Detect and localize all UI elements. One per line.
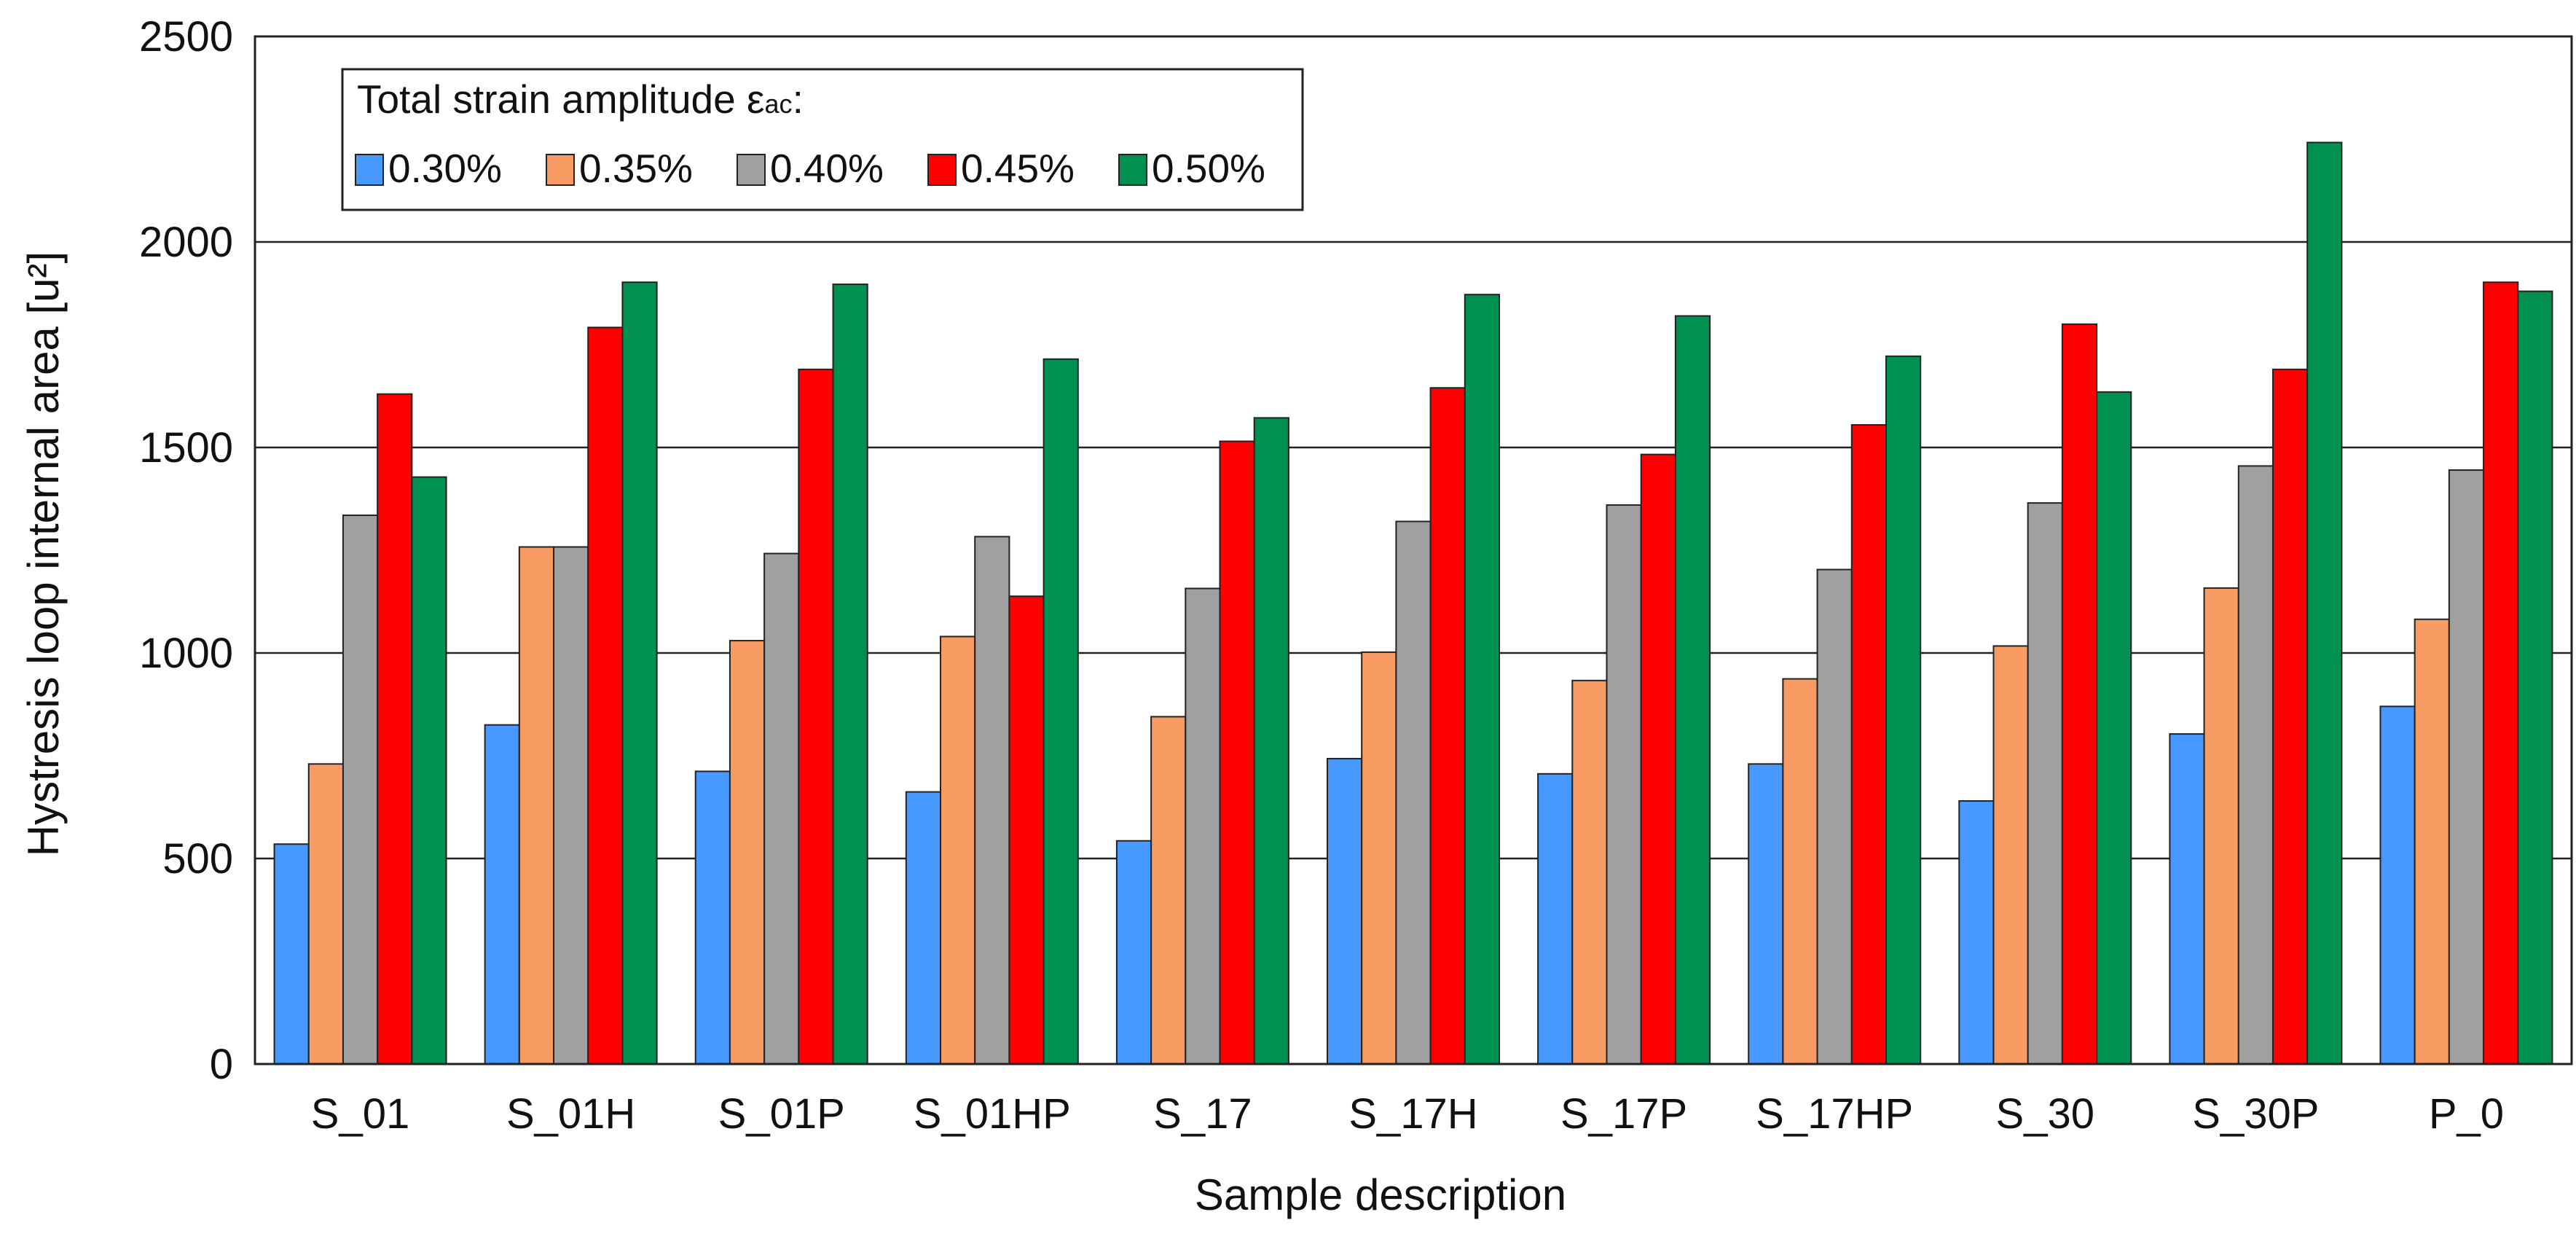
bar-S_30-0.40%: [2027, 502, 2063, 1065]
bar-P_0-0.45%: [2483, 281, 2519, 1065]
bar-S_17-0.40%: [1185, 587, 1221, 1065]
bar-S_17P-0.40%: [1606, 504, 1642, 1065]
bar-S_01HP-0.45%: [1008, 595, 1045, 1065]
legend-title-main: Total strain amplitude: [357, 77, 747, 122]
legend-label-0.45%: 0.45%: [961, 146, 1075, 191]
y-tick-labels: 0 500 1000 1500 2000 2500: [139, 13, 233, 1088]
bar-S_01HP-0.40%: [974, 536, 1010, 1065]
bar-S_01P-0.30%: [694, 770, 731, 1065]
bar-S_17-0.50%: [1253, 417, 1289, 1065]
bar-S_01-0.40%: [342, 515, 379, 1065]
bar-S_17H-0.35%: [1361, 651, 1397, 1065]
bar-P_0-0.50%: [2517, 290, 2553, 1065]
bar-S_30-0.30%: [1958, 800, 1995, 1065]
bar-S_30P-0.45%: [2271, 368, 2309, 1065]
bar-S_01P-0.40%: [763, 552, 800, 1065]
x-tick-label: S_01: [311, 1090, 409, 1138]
bar-S_30P-0.50%: [2306, 141, 2343, 1065]
bar-S_17P-0.50%: [1674, 315, 1711, 1065]
bar-S_01H-0.45%: [587, 326, 624, 1065]
x-tick-label: P_0: [2429, 1090, 2504, 1138]
bar-S_17P-0.45%: [1640, 453, 1676, 1065]
legend-title: Total strain amplitude εac:: [357, 77, 804, 122]
legend-swatch-0.30%: [355, 154, 384, 186]
legend: Total strain amplitude εac: 0.30% 0.35% 0.…: [341, 68, 1304, 211]
bar-P_0-0.30%: [2379, 705, 2416, 1065]
x-axis-title: Sample description: [1195, 1170, 1566, 1219]
legend-swatch-0.50%: [1118, 154, 1147, 186]
bar-S_17H-0.30%: [1327, 757, 1363, 1065]
legend-swatch-0.35%: [546, 154, 575, 186]
bar-S_01P-0.45%: [798, 368, 834, 1065]
bar-S_17H-0.45%: [1429, 387, 1466, 1065]
bar-S_30P-0.35%: [2203, 587, 2239, 1065]
bar-S_17HP-0.40%: [1816, 568, 1853, 1065]
bar-S_01-0.30%: [273, 843, 310, 1065]
y-axis-title: Hystresis loop internal area [u²]: [19, 251, 68, 856]
bar-S_17H-0.40%: [1395, 520, 1432, 1065]
bar-layer: [273, 141, 2553, 1065]
legend-label-0.35%: 0.35%: [579, 146, 693, 191]
legend-label-0.50%: 0.50%: [1152, 146, 1265, 191]
x-tick-label: S_17P: [1560, 1090, 1687, 1138]
y-tick-label: 2000: [139, 219, 233, 266]
bar-S_17HP-0.50%: [1885, 355, 1922, 1065]
bar-S_01HP-0.35%: [940, 635, 976, 1065]
bar-S_30-0.35%: [1992, 645, 2029, 1065]
legend-title-symbol: ε: [747, 77, 765, 122]
legend-label-0.30%: 0.30%: [388, 146, 502, 191]
bar-P_0-0.35%: [2414, 618, 2450, 1065]
bar-P_0-0.40%: [2448, 469, 2485, 1065]
bar-S_17P-0.30%: [1537, 772, 1574, 1065]
x-tick-label: S_30: [1996, 1090, 2094, 1138]
bar-S_01P-0.35%: [729, 640, 766, 1065]
y-tick-label: 1000: [139, 630, 233, 677]
bar-S_17HP-0.45%: [1850, 423, 1887, 1065]
bar-S_01-0.45%: [377, 393, 413, 1065]
bar-S_01H-0.35%: [518, 546, 555, 1065]
bar-S_17P-0.35%: [1571, 679, 1608, 1065]
bar-S_17-0.45%: [1219, 440, 1255, 1065]
x-tick-label: S_17HP: [1756, 1090, 1913, 1138]
x-tick-label: S_30P: [2192, 1090, 2319, 1138]
bar-S_01HP-0.30%: [905, 791, 942, 1065]
y-tick-label: 0: [210, 1041, 233, 1088]
x-tick-labels: S_01 S_01H S_01P S_01HP S_17 S_17H S_17P S_17HP…: [311, 1090, 2504, 1138]
y-tick-label: 1500: [139, 424, 233, 472]
legend-entries: 0.30% 0.35% 0.40% 0.45% 0.50%: [355, 146, 1265, 191]
x-tick-label: S_01P: [718, 1090, 845, 1138]
bar-S_01H-0.30%: [484, 724, 520, 1065]
bar-S_01HP-0.50%: [1042, 358, 1079, 1065]
bar-S_17HP-0.35%: [1782, 678, 1818, 1065]
bar-S_01P-0.50%: [832, 283, 868, 1065]
y-tick-label: 2500: [139, 13, 233, 60]
y-tick-label: 500: [162, 835, 233, 883]
bar-S_17HP-0.30%: [1748, 763, 1784, 1065]
bar-S_30-0.45%: [2061, 323, 2098, 1065]
bar-S_01-0.50%: [411, 476, 447, 1065]
bar-S_17H-0.50%: [1464, 294, 1501, 1065]
legend-title-suffix: :: [793, 77, 804, 122]
bar-S_30P-0.40%: [2237, 465, 2274, 1065]
bar-S_17-0.30%: [1115, 840, 1152, 1065]
legend-title-subscript: ac: [765, 89, 793, 119]
bar-S_30-0.50%: [2096, 391, 2132, 1065]
bar-S_17-0.35%: [1150, 716, 1187, 1065]
bar-S_01H-0.40%: [553, 546, 589, 1065]
bar-S_01H-0.50%: [621, 281, 658, 1065]
bar-S_01-0.35%: [307, 763, 344, 1065]
x-tick-label: S_17H: [1348, 1090, 1477, 1138]
legend-swatch-0.40%: [737, 154, 766, 186]
legend-label-0.40%: 0.40%: [770, 146, 884, 191]
legend-swatch-0.45%: [927, 154, 957, 186]
x-tick-label: S_01H: [506, 1090, 635, 1138]
plot-frame: [254, 35, 2573, 1065]
x-tick-label: S_01HP: [914, 1090, 1071, 1138]
bar-S_30P-0.30%: [2169, 733, 2205, 1065]
legend-box: [341, 68, 1304, 211]
x-tick-label: S_17: [1153, 1090, 1252, 1138]
